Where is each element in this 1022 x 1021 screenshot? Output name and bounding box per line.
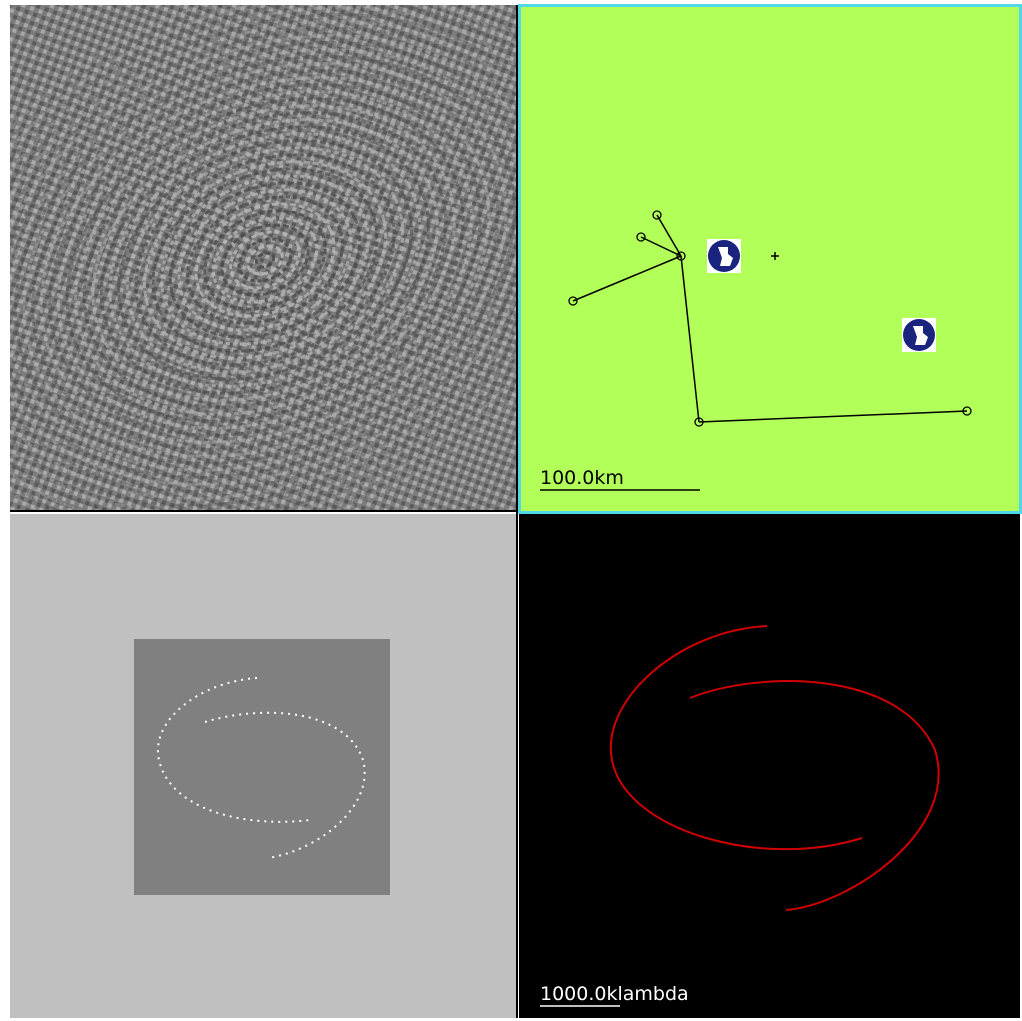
- ripple-ring: [160, 174, 370, 346]
- antenna[interactable]: [676, 251, 686, 261]
- dirty-image-panel: [10, 5, 516, 510]
- ripple-ring: [91, 118, 439, 402]
- antenna[interactable]: [636, 232, 646, 242]
- ripple-ring: [134, 153, 396, 367]
- ripple-ring: [117, 139, 413, 381]
- dirty-image-ripples: [10, 5, 516, 510]
- ripple-ring: [194, 202, 336, 318]
- antenna[interactable]: [568, 296, 578, 306]
- ripple-ring: [31, 69, 499, 451]
- ripple-ring: [10, 5, 516, 510]
- ripple-ring: [246, 244, 284, 276]
- baseline: [680, 255, 700, 423]
- ripple-ring: [10, 13, 516, 507]
- baseline: [640, 236, 682, 257]
- ripple-ring: [10, 41, 516, 479]
- telescope-icon[interactable]: [902, 318, 936, 352]
- baseline: [572, 255, 682, 302]
- ripple-ring: [13, 55, 516, 465]
- ripple-ring: [82, 111, 448, 409]
- ripple-ring: [10, 5, 516, 510]
- ripple-ring: [48, 83, 482, 437]
- uv-tracks: [609, 625, 940, 911]
- ripple-ring: [151, 167, 379, 353]
- ripple-ring: [229, 230, 301, 290]
- ripple-ring: [10, 48, 516, 472]
- ripple-ring: [10, 27, 516, 493]
- antennas: [568, 210, 972, 427]
- array-center-marker: [771, 252, 779, 260]
- baselines: [572, 214, 968, 423]
- ripple-ring: [220, 223, 310, 297]
- ripple-ring: [168, 181, 362, 339]
- ripple-ring: [22, 62, 508, 458]
- ripple-ring: [10, 5, 516, 510]
- ripple-ring: [99, 125, 431, 395]
- ripple-ring: [39, 76, 491, 444]
- uv-track: [689, 680, 940, 911]
- antenna[interactable]: [652, 210, 662, 220]
- ripple-ring: [177, 188, 353, 332]
- telescope-icon[interactable]: [707, 239, 741, 273]
- baseline: [698, 410, 968, 423]
- ripple-ring: [254, 251, 276, 269]
- ripple-ring: [203, 209, 327, 311]
- antenna[interactable]: [694, 417, 704, 427]
- ripple-ring: [125, 146, 405, 374]
- baseline: [656, 214, 682, 257]
- ripple-ring: [65, 97, 465, 423]
- uv-scale-label: 1000.0klambda: [540, 983, 689, 1005]
- ripple-ring: [237, 237, 293, 283]
- ripple-ring: [10, 20, 516, 500]
- ripple-ring: [186, 195, 344, 325]
- ripple-ring: [143, 160, 387, 360]
- ripple-ring: [211, 216, 319, 304]
- array-panel[interactable]: [518, 4, 1022, 514]
- antenna[interactable]: [962, 406, 972, 416]
- ripple-ring: [56, 90, 474, 430]
- uv-track: [609, 625, 863, 851]
- array-scale-label: 100.0km: [540, 467, 624, 489]
- gridded-samples: [156, 677, 366, 859]
- sample-track: [204, 711, 366, 859]
- ripple-ring: [74, 104, 456, 416]
- ripple-ring: [10, 34, 516, 486]
- uv-grid-image: [134, 639, 390, 895]
- sample-track: [156, 677, 311, 823]
- ripple-ring: [108, 132, 422, 388]
- uv-coverage-panel: [519, 514, 1020, 1018]
